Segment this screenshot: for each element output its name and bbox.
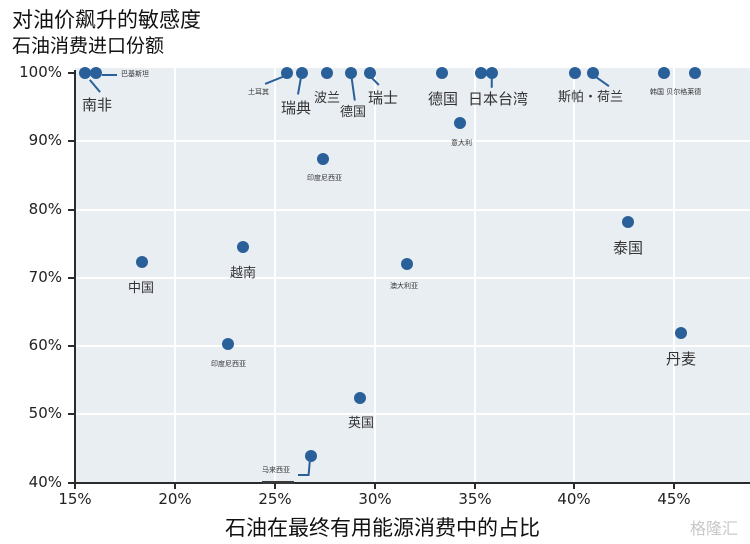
data-point-denmark[interactable]	[675, 327, 687, 339]
x-tick-label: 25%	[258, 490, 292, 508]
x-tick	[673, 483, 675, 489]
data-point-taiwan[interactable]	[486, 67, 498, 79]
y-tick	[68, 140, 75, 142]
x-tick-label: 20%	[158, 490, 192, 508]
x-tick	[374, 483, 376, 489]
data-point-australia[interactable]	[401, 258, 413, 270]
data-point-belgrade[interactable]	[689, 67, 701, 79]
data-point-thailand[interactable]	[622, 216, 634, 228]
label-spain-netherlands: 斯帕・荷兰	[558, 90, 624, 105]
data-point-spain[interactable]	[569, 67, 581, 79]
y-tick	[68, 209, 75, 211]
y-tick-label: 100%	[19, 63, 62, 81]
x-tick	[573, 483, 575, 489]
data-point-indonesia-high[interactable]	[317, 153, 329, 165]
label-uk: 英国	[348, 416, 375, 431]
leader-line	[491, 77, 493, 88]
y-tick	[68, 345, 75, 347]
data-point-switzerland[interactable]	[364, 67, 376, 79]
data-point-netherlands[interactable]	[587, 67, 599, 79]
gridline-y-90	[75, 140, 750, 142]
data-point-uk[interactable]	[354, 392, 366, 404]
gridline-y-70	[75, 277, 750, 279]
gridline-x-35	[474, 68, 476, 483]
label-china: 中国	[128, 281, 155, 296]
label-australia: 澳大利亚	[390, 282, 418, 290]
label-south-africa: 南非	[82, 96, 113, 114]
watermark-logo: 格隆汇	[689, 519, 738, 538]
y-tick-label: 40%	[28, 473, 62, 491]
data-point-malaysia[interactable]	[305, 450, 317, 462]
data-point-pakistan[interactable]	[90, 67, 102, 79]
data-point-china[interactable]	[136, 256, 148, 268]
y-tick	[68, 482, 75, 484]
x-tick-label: 35%	[458, 490, 492, 508]
gridline-x-30	[374, 68, 376, 483]
label-vietnam: 越南	[230, 266, 257, 281]
y-tick-label: 50%	[28, 404, 62, 422]
label-japan-taiwan: 日本台湾	[468, 90, 529, 108]
y-tick	[68, 413, 75, 415]
data-point-indonesia-low[interactable]	[222, 338, 234, 350]
gridline-y-50	[75, 413, 750, 415]
label-thailand: 泰国	[613, 239, 644, 257]
y-tick-label: 60%	[28, 336, 62, 354]
plot-area	[75, 68, 750, 483]
data-point-germany-small[interactable]	[345, 67, 357, 79]
data-point-sweden[interactable]	[296, 67, 308, 79]
label-korea-belgrade: 韩国 贝尔格莱德	[650, 88, 702, 96]
x-tick	[474, 483, 476, 489]
gridline-x-40	[573, 68, 575, 483]
x-tick	[74, 483, 76, 489]
y-tick-label: 80%	[28, 200, 62, 218]
label-italy: 意大利	[451, 139, 472, 147]
label-germany-small: 德国	[340, 105, 367, 120]
y-tick-label: 70%	[28, 268, 62, 286]
y-tick-label: 90%	[28, 131, 62, 149]
x-axis-line	[74, 482, 750, 484]
gridline-y-60	[75, 345, 750, 347]
data-point-south-africa[interactable]	[79, 67, 91, 79]
label-germany-big: 德国	[428, 90, 459, 108]
label-pakistan: 巴基斯坦	[121, 70, 149, 78]
data-point-vietnam[interactable]	[237, 241, 249, 253]
gridline-x-20	[174, 68, 176, 483]
chart-title: 对油价飙升的敏感度	[12, 8, 201, 32]
x-tick-label: 45%	[657, 490, 691, 508]
data-point-poland[interactable]	[321, 67, 333, 79]
x-tick-label: 15%	[58, 490, 92, 508]
y-axis-line	[74, 70, 76, 484]
y-tick	[68, 72, 75, 74]
x-tick	[174, 483, 176, 489]
gridline-x-25	[274, 68, 276, 483]
malaysia-axis-bar	[262, 481, 294, 484]
data-point-germany-big[interactable]	[436, 67, 448, 79]
chart-subtitle: 石油消费进口份额	[12, 35, 165, 57]
x-tick	[274, 483, 276, 489]
leader-line	[298, 474, 309, 476]
x-axis-title: 石油在最终有用能源消费中的占比	[225, 516, 540, 540]
gridline-x-45	[673, 68, 675, 483]
data-point-korea[interactable]	[658, 67, 670, 79]
y-tick	[68, 277, 75, 279]
label-sweden: 瑞典	[281, 99, 312, 117]
gridline-y-80	[75, 209, 750, 211]
data-point-italy[interactable]	[454, 117, 466, 129]
leader-line	[102, 74, 117, 76]
label-denmark: 丹麦	[666, 350, 697, 368]
label-poland: 波兰	[314, 91, 341, 106]
label-indonesia-high: 印度尼西亚	[307, 174, 342, 182]
x-tick-label: 40%	[557, 490, 591, 508]
label-switzerland: 瑞士	[368, 89, 399, 107]
label-malaysia: 马来西亚	[262, 466, 290, 474]
data-point-japan[interactable]	[475, 67, 487, 79]
x-tick-label: 30%	[358, 490, 392, 508]
label-turkey: 土耳其	[248, 88, 269, 96]
label-indonesia-low: 印度尼西亚	[211, 360, 246, 368]
